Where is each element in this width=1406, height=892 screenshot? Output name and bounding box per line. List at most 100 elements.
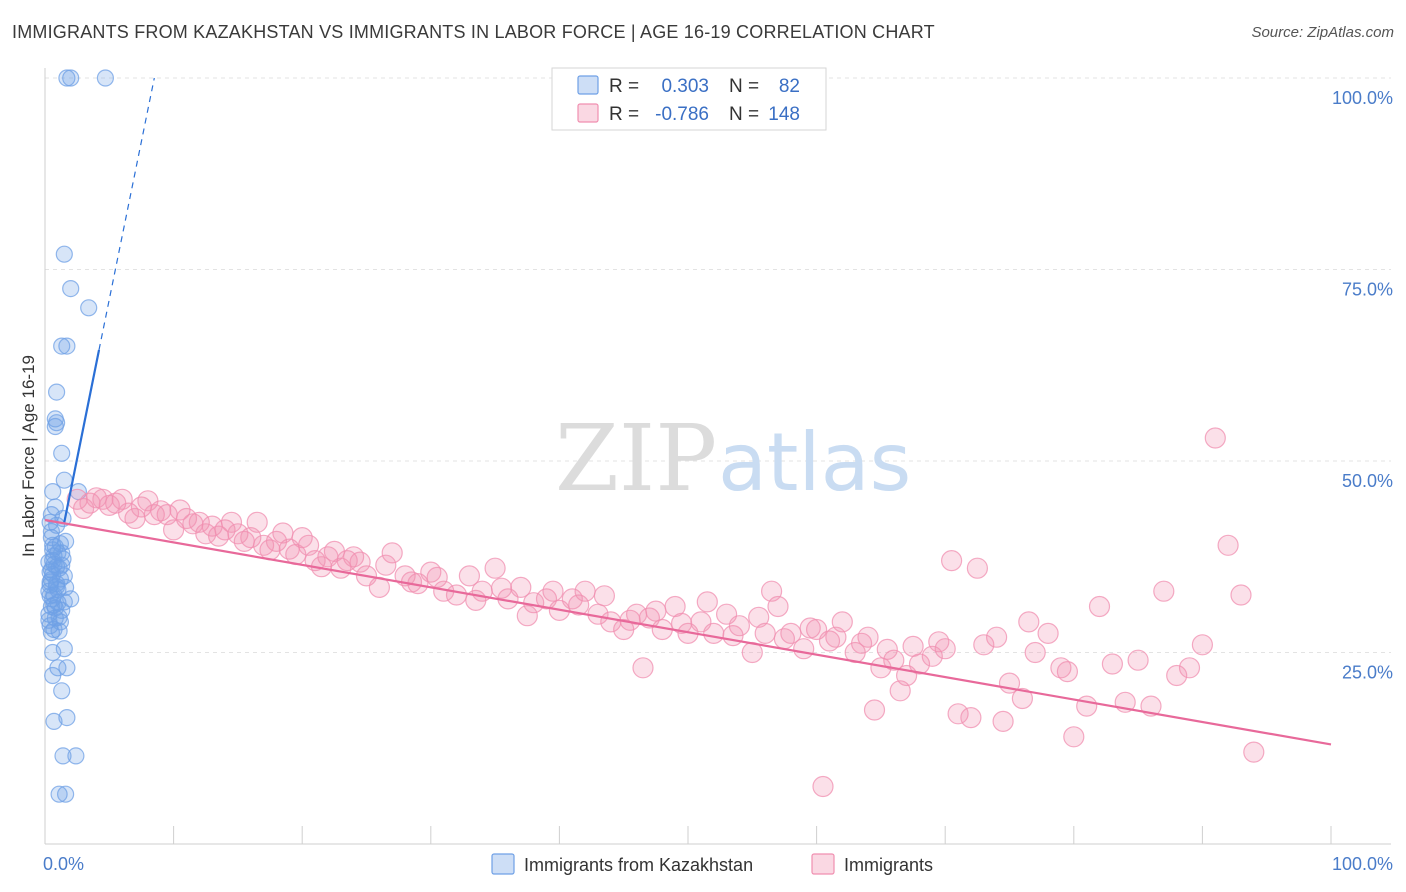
point-immigrants bbox=[188, 511, 210, 533]
point-kazakhstan bbox=[50, 622, 68, 640]
point-immigrants bbox=[760, 580, 783, 602]
point-immigrants bbox=[670, 612, 693, 635]
point-immigrants bbox=[1037, 622, 1059, 645]
point-immigrants bbox=[246, 511, 268, 533]
point-kazakhstan bbox=[58, 337, 76, 355]
point-immigrants bbox=[233, 530, 255, 553]
point-immigrants bbox=[645, 600, 667, 622]
point-immigrants bbox=[381, 542, 403, 564]
grid-lines bbox=[45, 77, 1391, 653]
point-immigrants bbox=[889, 680, 911, 702]
point-immigrants bbox=[876, 638, 898, 661]
point-immigrants bbox=[1127, 649, 1149, 671]
point-kazakhstan bbox=[53, 682, 71, 700]
y-tick-label: 75.0% bbox=[1342, 280, 1393, 300]
point-kazakhstan bbox=[67, 747, 85, 765]
point-kazakhstan bbox=[44, 643, 62, 662]
point-kazakhstan bbox=[62, 280, 80, 298]
point-kazakhstan bbox=[55, 593, 73, 611]
point-immigrants bbox=[1018, 611, 1040, 633]
chart-title: IMMIGRANTS FROM KAZAKHSTAN VS IMMIGRANTS… bbox=[12, 22, 935, 42]
stats-r-value: 0.303 bbox=[661, 76, 709, 97]
point-immigrants bbox=[111, 488, 133, 510]
point-immigrants bbox=[754, 622, 776, 645]
point-kazakhstan bbox=[51, 535, 70, 553]
y-axis-title: In Labor Force | Age 16-19 bbox=[19, 355, 38, 557]
point-immigrants bbox=[1153, 580, 1175, 602]
point-immigrants bbox=[220, 511, 243, 533]
stats-n-value: 148 bbox=[768, 104, 800, 125]
point-immigrants bbox=[375, 554, 397, 576]
point-immigrants bbox=[182, 513, 204, 535]
point-kazakhstan bbox=[44, 666, 62, 685]
stats-swatch-immigrants bbox=[577, 103, 599, 123]
point-immigrants bbox=[92, 488, 114, 510]
point-kazakhstan bbox=[53, 337, 71, 355]
point-kazakhstan bbox=[53, 444, 71, 462]
point-immigrants bbox=[593, 585, 616, 607]
point-immigrants bbox=[137, 490, 159, 512]
point-immigrants bbox=[973, 634, 995, 656]
point-immigrants bbox=[510, 576, 532, 599]
point-immigrants bbox=[960, 706, 982, 729]
trend-line-immigrants bbox=[44, 518, 1332, 746]
point-kazakhstan bbox=[44, 483, 62, 501]
legend-swatch-immigrants bbox=[811, 853, 835, 875]
legend-swatch-kazakhstan bbox=[491, 853, 515, 875]
point-immigrants bbox=[722, 624, 744, 647]
point-immigrants bbox=[259, 539, 281, 561]
point-immigrants bbox=[928, 631, 950, 653]
point-immigrants bbox=[1166, 664, 1188, 687]
trend-lines bbox=[44, 77, 1332, 746]
point-immigrants bbox=[1063, 726, 1085, 748]
point-kazakhstan bbox=[54, 747, 72, 765]
point-immigrants bbox=[484, 557, 506, 579]
point-immigrants bbox=[992, 710, 1014, 733]
point-kazakhstan bbox=[41, 573, 59, 591]
point-immigrants bbox=[966, 557, 989, 579]
point-immigrants bbox=[568, 594, 590, 616]
point-immigrants bbox=[98, 494, 120, 516]
point-immigrants bbox=[818, 630, 841, 652]
stats-r-value: -0.786 bbox=[655, 104, 709, 125]
point-kazakhstan bbox=[50, 785, 68, 803]
point-kazakhstan bbox=[46, 417, 64, 436]
legend: Immigrants from Kazakhstan Immigrants bbox=[491, 853, 933, 875]
point-immigrants bbox=[1076, 695, 1098, 717]
point-immigrants bbox=[1178, 657, 1201, 679]
point-immigrants bbox=[1088, 595, 1111, 618]
point-immigrants bbox=[336, 549, 358, 572]
x-tick-labels: 0.0% 100.0% bbox=[43, 854, 1393, 874]
point-immigrants bbox=[825, 626, 847, 648]
point-immigrants bbox=[857, 626, 879, 648]
x-tick-label-max: 100.0% bbox=[1332, 854, 1393, 874]
point-kazakhstan bbox=[45, 712, 63, 731]
point-immigrants bbox=[863, 699, 886, 721]
point-immigrants bbox=[1056, 660, 1079, 683]
y-tick-label: 50.0% bbox=[1342, 471, 1393, 491]
point-immigrants bbox=[85, 487, 108, 509]
point-immigrants bbox=[799, 617, 821, 639]
trend-line-kazakhstan-extension bbox=[98, 77, 155, 351]
stats-r-label: R = bbox=[609, 104, 639, 125]
stats-n-label: N = bbox=[729, 104, 759, 125]
point-immigrants bbox=[1050, 657, 1072, 679]
y-tick-label: 100.0% bbox=[1332, 88, 1393, 108]
point-immigrants bbox=[1191, 634, 1214, 656]
point-immigrants bbox=[516, 605, 538, 627]
point-kazakhstan bbox=[47, 383, 66, 401]
point-immigrants bbox=[1101, 653, 1124, 675]
point-immigrants bbox=[883, 649, 905, 671]
point-immigrants bbox=[208, 525, 230, 547]
watermark: ZIP atlas bbox=[555, 405, 911, 512]
point-immigrants bbox=[426, 566, 448, 589]
point-kazakhstan bbox=[96, 69, 115, 87]
point-kazakhstan bbox=[58, 69, 76, 87]
watermark-zip: ZIP bbox=[555, 405, 717, 512]
series-kazakhstan-points bbox=[40, 69, 115, 803]
point-immigrants bbox=[1217, 534, 1239, 556]
x-tick-label-min: 0.0% bbox=[43, 854, 84, 874]
point-immigrants bbox=[272, 522, 294, 544]
y-tick-labels: 25.0% 50.0% 75.0% 100.0% bbox=[1332, 88, 1393, 683]
